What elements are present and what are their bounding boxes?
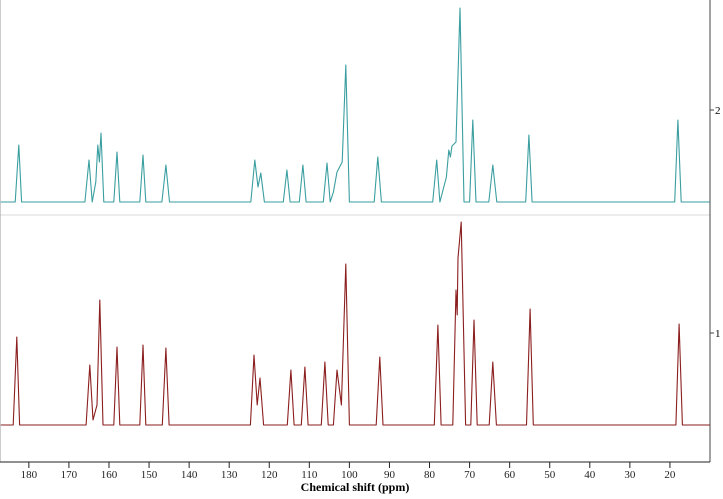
- x-tick-label: 100: [341, 469, 358, 481]
- x-tick-label: 30: [624, 469, 636, 481]
- x-tick-label: 20: [664, 469, 676, 481]
- x-tick-label: 90: [384, 469, 396, 481]
- x-tick-label: 140: [181, 469, 198, 481]
- x-tick-label: 130: [221, 469, 238, 481]
- x-tick-label: 160: [101, 469, 118, 481]
- trace-label: 1: [715, 328, 721, 340]
- x-tick-label: 80: [424, 469, 436, 481]
- x-tick-label: 180: [21, 469, 38, 481]
- x-axis-label: Chemical shift (ppm): [301, 480, 410, 494]
- spectrum-line: [0, 7, 710, 203]
- spectrum-line: [0, 221, 710, 426]
- x-tick-label: 60: [504, 469, 516, 481]
- x-tick-label: 50: [544, 469, 556, 481]
- x-tick-label: 70: [464, 469, 476, 481]
- x-tick-label: 170: [61, 469, 78, 481]
- x-tick-label: 110: [301, 469, 318, 481]
- trace-label: 2: [715, 105, 721, 117]
- x-tick-label: 150: [141, 469, 158, 481]
- x-tick-label: 40: [584, 469, 596, 481]
- x-tick-label: 120: [261, 469, 278, 481]
